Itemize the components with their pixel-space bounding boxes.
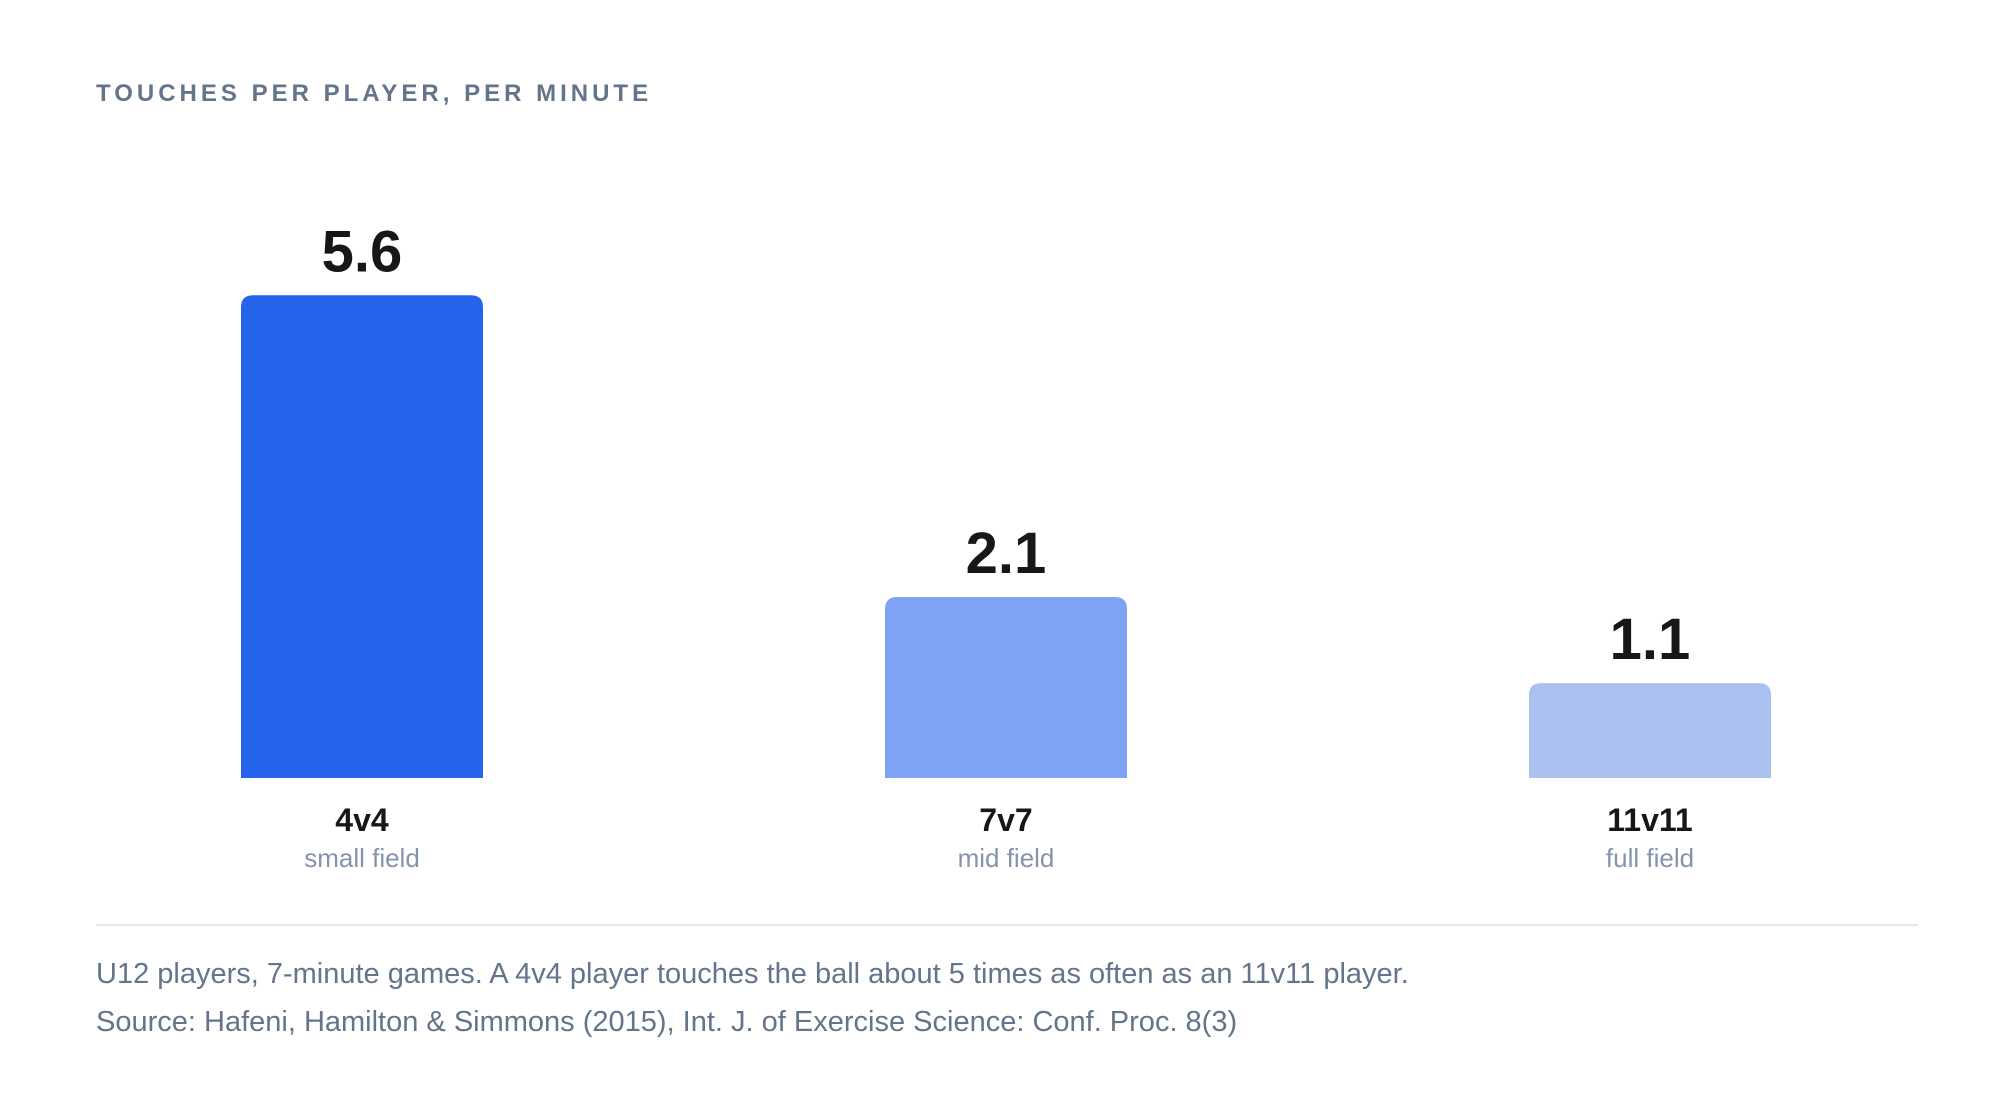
subcategory-label-11v11: full field (1606, 843, 1694, 873)
chart-source: Source: Hafeni, Hamilton & Simmons (2015… (96, 1006, 1238, 1038)
chart-caption: U12 players, 7-minute games. A 4v4 playe… (96, 958, 1409, 990)
bar-11v11 (1529, 683, 1771, 778)
category-label-11v11: 11v11 (1607, 802, 1692, 838)
bar-chart: 5.6 4v4 small field 2.1 7v7 mid field 1.1 11v11… (241, 219, 1771, 873)
chart-title: TOUCHES PER PLAYER, PER MINUTE (96, 80, 653, 107)
value-label-7v7: 2.1 (966, 521, 1047, 586)
subcategory-label-7v7: mid field (958, 843, 1055, 873)
category-label-7v7: 7v7 (979, 802, 1032, 838)
value-label-4v4: 5.6 (322, 219, 403, 284)
footer-divider (96, 924, 1918, 926)
bar-4v4 (241, 295, 483, 778)
value-label-11v11: 1.1 (1610, 607, 1691, 672)
subcategory-label-4v4: small field (304, 843, 420, 873)
bar-7v7 (885, 596, 1127, 778)
category-label-4v4: 4v4 (335, 802, 389, 838)
